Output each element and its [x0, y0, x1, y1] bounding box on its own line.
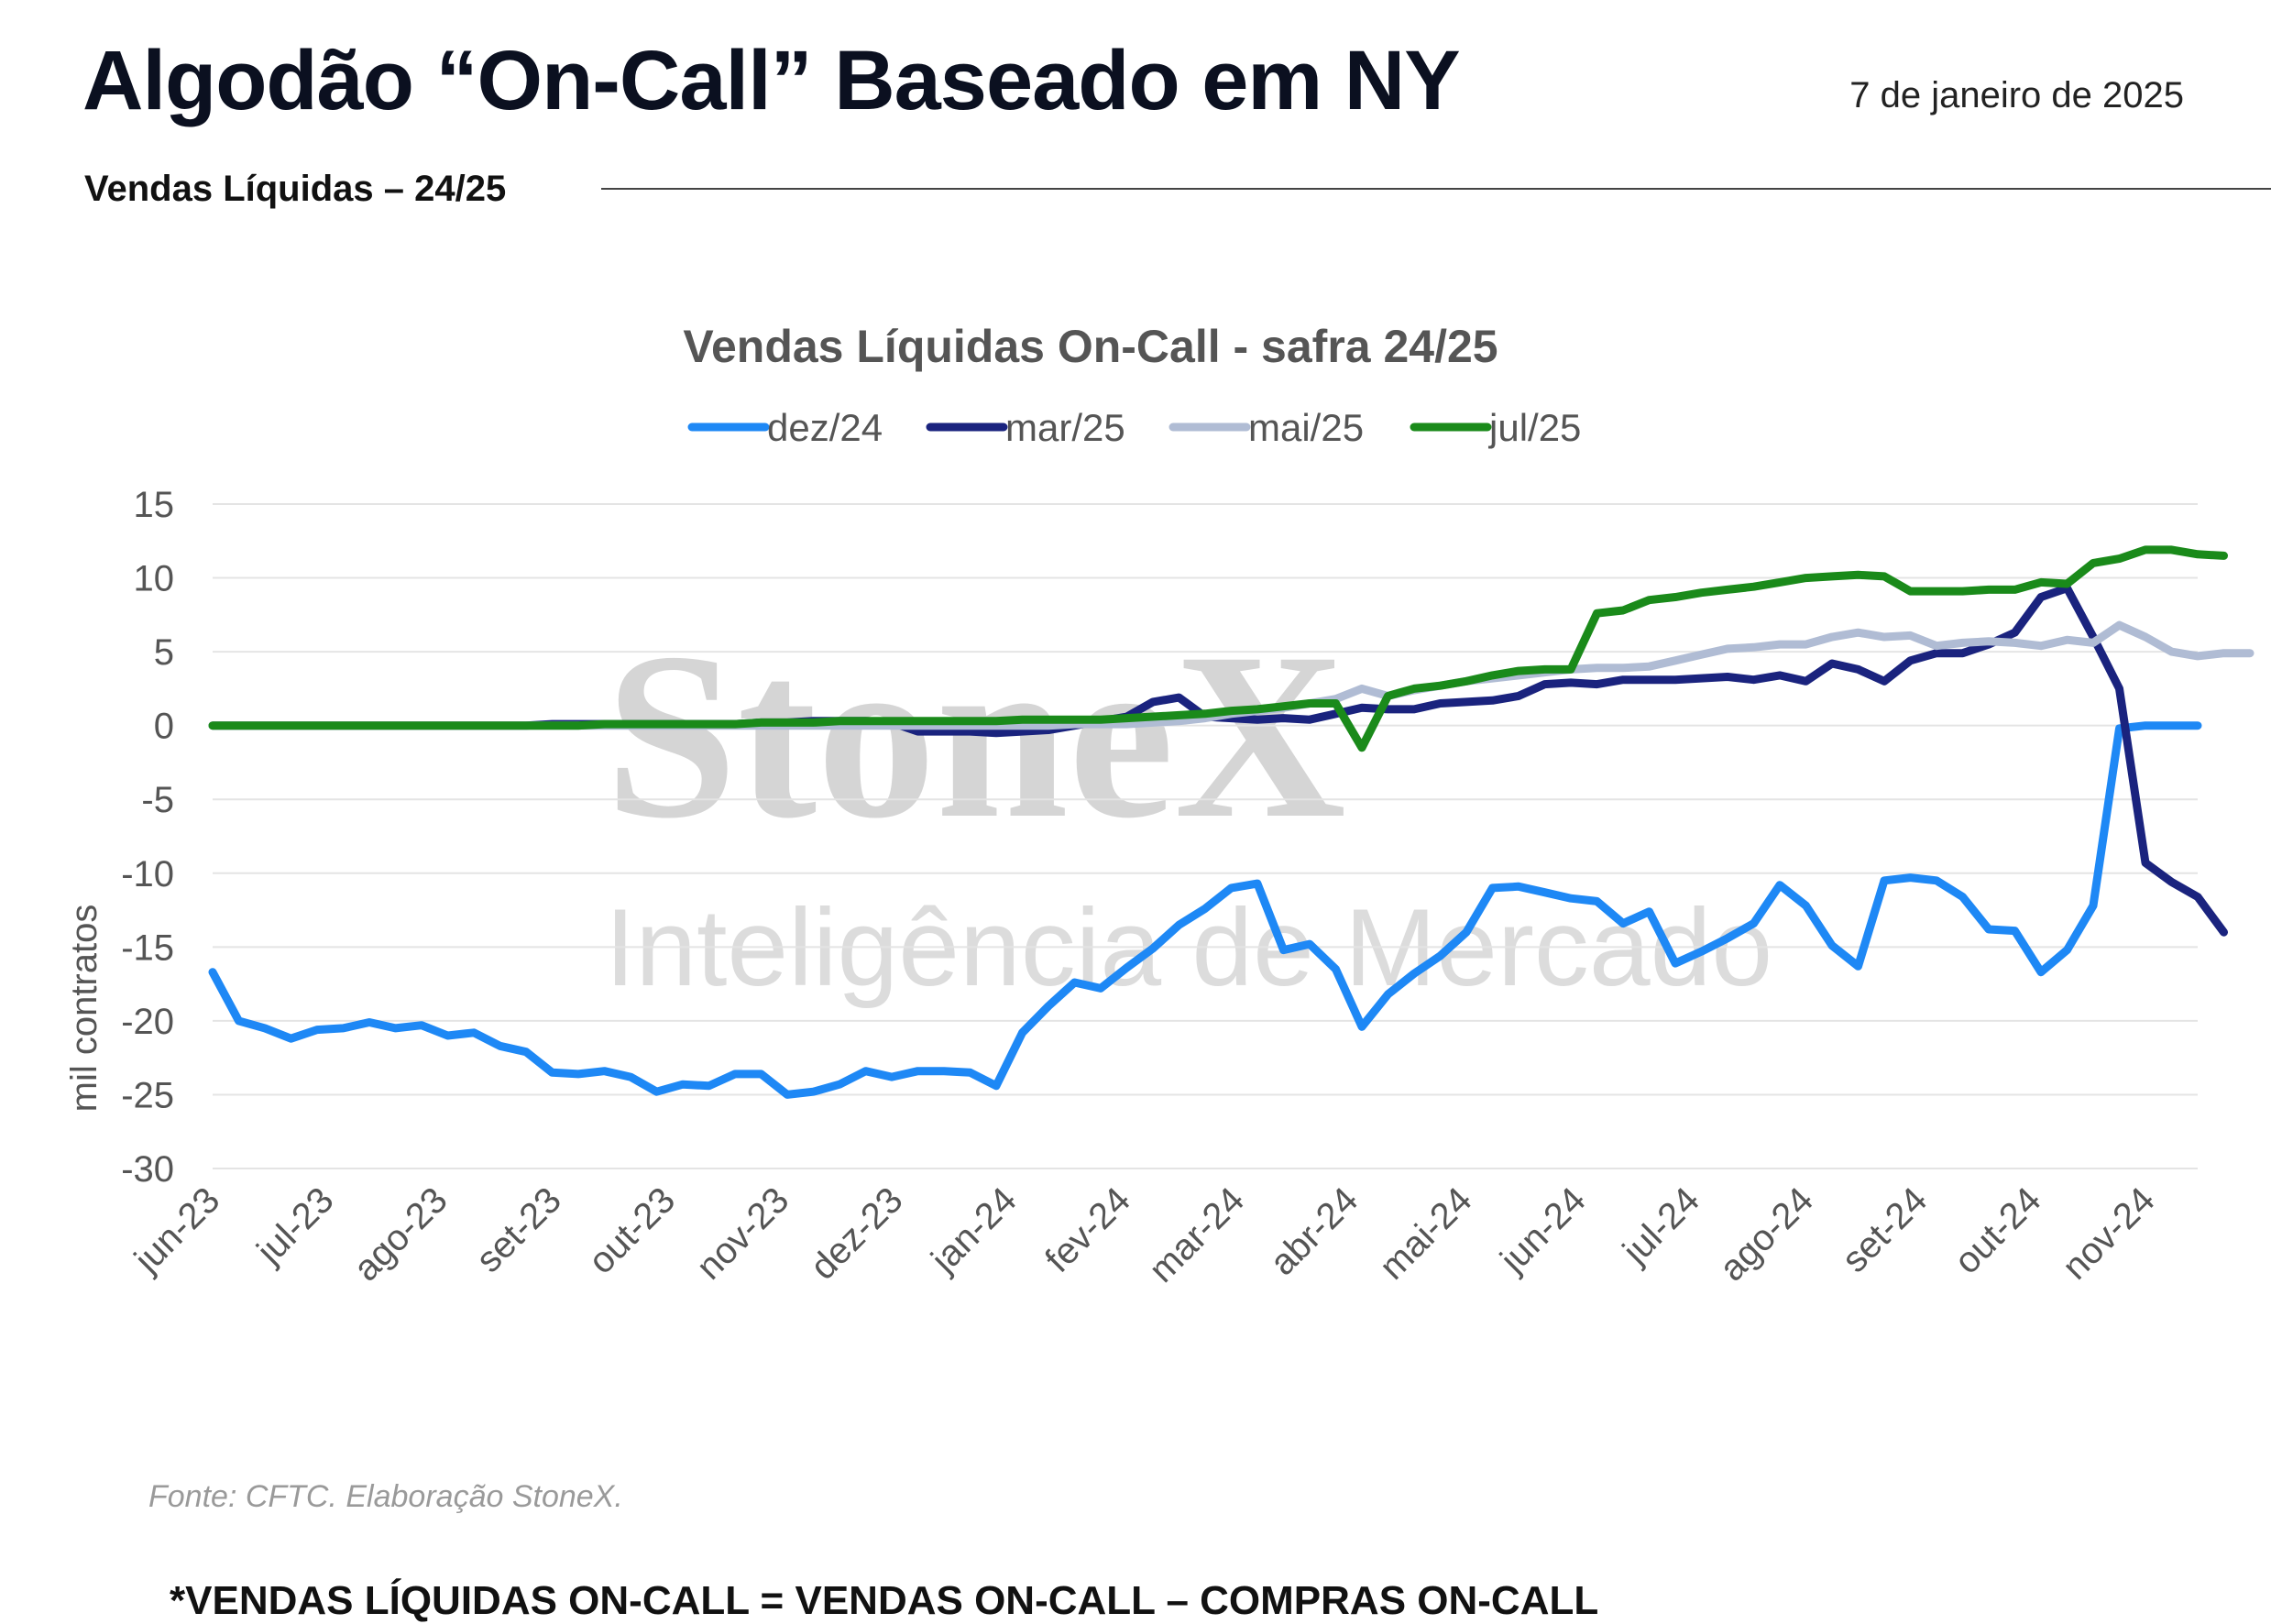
x-tick-label: nov-23: [689, 1180, 797, 1288]
x-tick-label: set-23: [468, 1180, 569, 1280]
y-axis-ticks: 15 10 5 0 -5 -10 -15 -20 -25 -30: [121, 485, 174, 1190]
y-tick-label: 10: [134, 559, 175, 599]
page-title: Algodão “On-Call” Baseado em NY: [82, 34, 1461, 127]
line-chart: StoneX Inteligência de Mercado 151050-5-…: [64, 321, 2255, 1290]
legend-label: dez/24: [767, 406, 883, 449]
x-tick-label: abr-24: [1262, 1180, 1366, 1283]
chart-title: Vendas Líquidas On-Call - safra 24/25: [683, 321, 1498, 372]
x-tick-label: ago-24: [1712, 1180, 1821, 1289]
section-divider: [601, 188, 2271, 190]
y-tick-label: 5: [154, 632, 174, 673]
x-tick-label: mar-24: [1141, 1180, 1252, 1290]
x-tick-label: mai-24: [1372, 1180, 1480, 1288]
y-tick-label: 0: [154, 707, 174, 747]
section-subtitle: Vendas Líquidas – 24/25: [84, 169, 507, 209]
y-tick-label: -5: [141, 780, 174, 820]
series-lines: [208, 545, 2255, 1099]
y-tick-label: 15: [134, 485, 175, 525]
x-tick-label: out-23: [581, 1180, 683, 1281]
legend: dez/24 mar/25 mai/25 jul/25: [687, 406, 1581, 449]
y-tick-label: -20: [121, 1002, 174, 1042]
y-tick-label: -10: [121, 854, 174, 894]
x-axis-ticks: jun-23 jul-23 ago-23 set-23 out-23 nov-23 dez-…: [126, 1180, 2163, 1290]
x-tick-label: nov-24: [2055, 1180, 2163, 1288]
x-tick-label: jul-24: [1615, 1180, 1707, 1272]
legend-label: mai/25: [1248, 406, 1364, 449]
x-tick-label: fev-24: [1037, 1180, 1138, 1280]
series-line-jul-25: [208, 545, 2228, 752]
x-tick-label: jul-23: [249, 1180, 342, 1272]
x-tick-label: set-24: [1835, 1180, 1936, 1280]
x-tick-label: jan-24: [923, 1180, 1024, 1280]
footnote: *VENDAS LÍQUIDAS ON-CALL = VENDAS ON-CAL…: [170, 1578, 1599, 1623]
y-tick-label: -25: [121, 1075, 174, 1115]
report-date: 7 de janeiro de 2025: [1849, 75, 2184, 115]
x-tick-label: jun-24: [1492, 1180, 1593, 1280]
x-tick-label: out-24: [1947, 1180, 2048, 1281]
legend-label: mar/25: [1005, 406, 1125, 449]
y-axis-label: mil contratos: [64, 905, 104, 1113]
x-tick-label: jun-23: [126, 1180, 227, 1280]
watermark-brand: StoneX: [605, 604, 1346, 868]
y-tick-label: -30: [121, 1149, 174, 1190]
y-tick-label: -15: [121, 927, 174, 968]
source-note: Fonte: CFTC. Elaboração StoneX.: [148, 1479, 623, 1514]
legend-label: jul/25: [1487, 406, 1581, 449]
x-tick-label: dez-23: [803, 1180, 911, 1288]
x-tick-label: ago-23: [346, 1180, 455, 1289]
series-line-dez-24: [208, 721, 2202, 1099]
